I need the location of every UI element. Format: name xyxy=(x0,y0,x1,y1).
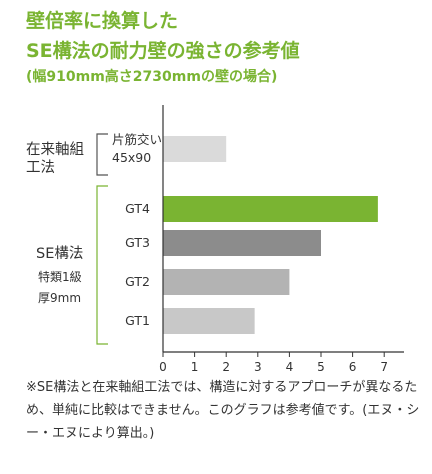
footnote: ※SE構法と在来軸組工法では、構造に対するアプローチが異なるため、単純に比較はで… xyxy=(26,380,420,441)
x-tick-label-4: 4 xyxy=(286,360,294,374)
bar-3 xyxy=(163,230,321,256)
chart-title-line2: SE構法の耐力壁の強さの参考値 xyxy=(26,40,300,62)
category-label-1-2: 45x90 xyxy=(112,150,151,165)
bar-1 xyxy=(163,136,227,162)
group-conventional-bracket xyxy=(96,133,108,176)
group-se-bracket xyxy=(96,185,108,345)
category-label-2: GT4 xyxy=(125,201,150,216)
group-se: SE構法 特類1級 厚9mm xyxy=(36,185,108,345)
x-tick-label-6: 6 xyxy=(349,360,357,374)
chart-title: 壁倍率に換算した xyxy=(26,10,179,32)
group-conventional-label-1: 在来軸組 xyxy=(26,141,84,158)
category-label-5: GT1 xyxy=(125,313,150,328)
x-tick-label-5: 5 xyxy=(317,360,325,374)
x-tick-label-1: 1 xyxy=(191,360,199,374)
bar-4 xyxy=(163,269,290,295)
plot-area: 片筋交い 45x90 GT4 GT3 GT2 GT1 0 1 2 3 4 5 6 7 xyxy=(112,105,404,374)
category-label-1-1: 片筋交い xyxy=(112,132,162,147)
x-tick-label-0: 0 xyxy=(159,360,167,374)
bar-2 xyxy=(163,196,378,222)
group-se-label-1: SE構法 xyxy=(36,245,83,262)
category-label-3: GT3 xyxy=(125,235,150,250)
group-conventional: 在来軸組 工法 xyxy=(26,133,108,176)
group-se-label-3: 厚9mm xyxy=(38,291,81,305)
chart-subtitle: (幅910mm高さ2730mmの壁の場合) xyxy=(26,69,278,85)
category-label-4: GT2 xyxy=(125,274,150,289)
x-tick-label-3: 3 xyxy=(254,360,262,374)
group-conventional-label-2: 工法 xyxy=(26,159,55,176)
group-se-label-2: 特類1級 xyxy=(38,269,82,284)
x-tick-label-7: 7 xyxy=(380,360,388,374)
bar-5 xyxy=(163,308,255,334)
x-tick-label-2: 2 xyxy=(222,360,230,374)
